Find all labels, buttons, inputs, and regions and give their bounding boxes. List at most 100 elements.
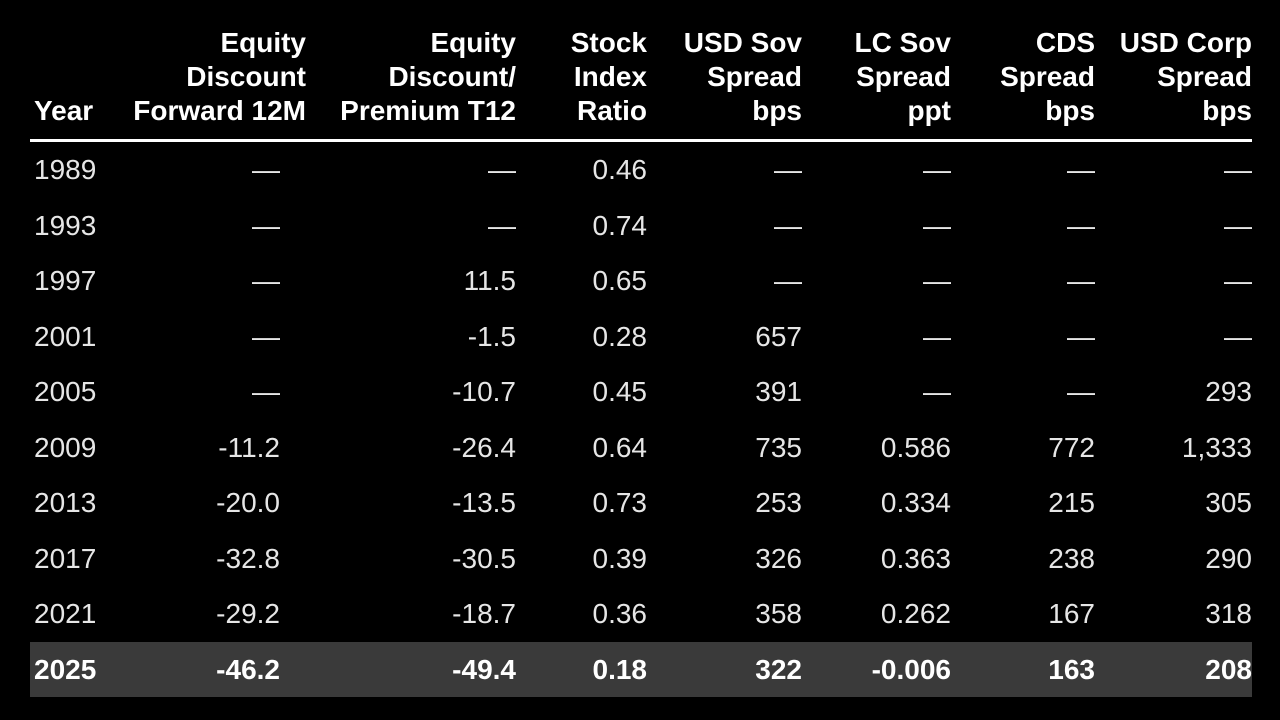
column-header-line: ppt xyxy=(907,95,951,126)
cell-usd_sov: — xyxy=(774,265,802,296)
column-header-eq_t12: Equity Discount/Premium T12 xyxy=(330,20,516,128)
cell-eq_fwd: -11.2 xyxy=(218,432,280,463)
cell-cds: 238 xyxy=(1048,543,1095,574)
column-header-line: Spread xyxy=(1000,61,1095,92)
column-header-line: CDS xyxy=(1035,27,1095,58)
table-row: 1997 — 11.5 0.65 — — — — xyxy=(0,253,1280,308)
column-header-line: Discount xyxy=(186,61,306,92)
column-header-line: Equity xyxy=(220,27,306,58)
cell-usd_sov: 657 xyxy=(755,321,802,352)
header-divider xyxy=(30,139,1252,142)
cell-usd_sov: 322 xyxy=(755,654,802,685)
cell-usd_corp: 1,333 xyxy=(1181,432,1252,463)
cell-stock: 0.64 xyxy=(592,432,648,463)
column-header-line: Equity xyxy=(430,27,516,58)
column-header-line: Index xyxy=(573,61,647,92)
column-header-lc_sov: LC Sov Spread ppt xyxy=(815,20,951,128)
table-row: 2017 -32.8 -30.5 0.39 326 0.363 238 290 xyxy=(0,531,1280,586)
column-header-line: bps xyxy=(752,95,802,126)
cell-eq_t12: -13.5 xyxy=(452,487,516,518)
table-row-highlighted: 2025 -46.2 -49.4 0.18 322 -0.006 163 208 xyxy=(30,642,1252,697)
cell-usd_corp: 318 xyxy=(1205,598,1252,629)
cell-lc_sov: 0.363 xyxy=(880,543,951,574)
column-header-line: USD Sov xyxy=(683,27,802,58)
cell-eq_t12: -26.4 xyxy=(452,432,516,463)
cell-year: 2013 xyxy=(34,487,97,518)
cell-usd_sov: 326 xyxy=(755,543,802,574)
cell-lc_sov: 0.262 xyxy=(880,598,951,629)
cell-lc_sov: -0.006 xyxy=(871,654,951,685)
cell-stock: 0.74 xyxy=(592,210,648,241)
cell-eq_t12: — xyxy=(488,154,516,185)
cell-eq_fwd: — xyxy=(252,265,280,296)
column-header-line: Year xyxy=(34,95,94,126)
cell-lc_sov: — xyxy=(923,376,951,407)
column-header-line: USD Corp xyxy=(1119,27,1252,58)
table-row: 2013 -20.0 -13.5 0.73 253 0.334 215 305 xyxy=(0,475,1280,530)
cell-stock: 0.65 xyxy=(592,265,648,296)
cell-lc_sov: — xyxy=(923,154,951,185)
table-row: 1989 — — 0.46 — — — — xyxy=(0,142,1280,197)
cell-year: 2005 xyxy=(34,376,97,407)
column-header-line: Forward 12M xyxy=(133,95,306,126)
table-row: 2005 — -10.7 0.45 391 — — 293 xyxy=(0,364,1280,419)
cell-eq_t12: -10.7 xyxy=(452,376,516,407)
cell-lc_sov: — xyxy=(923,265,951,296)
cell-usd_sov: — xyxy=(774,154,802,185)
table-row: 1993 — — 0.74 — — — — xyxy=(0,198,1280,253)
cell-lc_sov: 0.334 xyxy=(880,487,951,518)
cell-stock: 0.39 xyxy=(592,543,648,574)
column-header-eq_fwd: Equity Discount Forward 12M xyxy=(116,20,306,128)
cell-eq_fwd: -29.2 xyxy=(216,598,280,629)
column-header-line: bps xyxy=(1045,95,1095,126)
column-header-line: Spread xyxy=(707,61,802,92)
cell-eq_fwd: -46.2 xyxy=(216,654,280,685)
cell-usd_corp: — xyxy=(1224,321,1252,352)
cell-usd_corp: 290 xyxy=(1205,543,1252,574)
cell-cds: — xyxy=(1067,321,1095,352)
cell-stock: 0.45 xyxy=(592,376,648,407)
cell-eq_fwd: — xyxy=(252,210,280,241)
cell-cds: 167 xyxy=(1048,598,1095,629)
cell-usd_sov: — xyxy=(774,210,802,241)
cell-stock: 0.46 xyxy=(592,154,648,185)
cell-eq_t12: -18.7 xyxy=(452,598,516,629)
cell-stock: 0.73 xyxy=(592,487,648,518)
cell-usd_corp: — xyxy=(1224,210,1252,241)
column-header-line: Spread xyxy=(856,61,951,92)
column-header-line: LC Sov xyxy=(854,27,951,58)
cell-eq_t12: -30.5 xyxy=(452,543,516,574)
cell-cds: 215 xyxy=(1048,487,1095,518)
cell-cds: — xyxy=(1067,154,1095,185)
column-header-cds: CDS Spread bps xyxy=(965,20,1095,128)
cell-eq_t12: -1.5 xyxy=(467,321,516,352)
cell-lc_sov: — xyxy=(923,321,951,352)
cell-stock: 0.18 xyxy=(592,654,648,685)
cell-stock: 0.36 xyxy=(592,598,648,629)
column-header-line: Ratio xyxy=(577,95,647,126)
cell-eq_fwd: -20.0 xyxy=(216,487,280,518)
column-header-line: Stock xyxy=(570,27,647,58)
cell-usd_corp: 293 xyxy=(1205,376,1252,407)
cell-lc_sov: 0.586 xyxy=(880,432,951,463)
column-header-stock: Stock Index Ratio xyxy=(530,20,647,128)
cell-usd_corp: — xyxy=(1224,265,1252,296)
cell-cds: — xyxy=(1067,210,1095,241)
cell-cds: — xyxy=(1067,376,1095,407)
column-header-line: Premium T12 xyxy=(340,95,516,126)
cell-usd_corp: 208 xyxy=(1205,654,1252,685)
cell-cds: — xyxy=(1067,265,1095,296)
cell-year: 2025 xyxy=(34,654,97,685)
cell-usd_sov: 253 xyxy=(755,487,802,518)
cell-eq_t12: -49.4 xyxy=(452,654,516,685)
cell-eq_t12: 11.5 xyxy=(463,265,516,296)
column-header-line: Discount/ xyxy=(388,61,516,92)
table-row: 2001 — -1.5 0.28 657 — — — xyxy=(0,309,1280,364)
table-row: 2021 -29.2 -18.7 0.36 358 0.262 167 318 xyxy=(0,586,1280,641)
cell-year: 1993 xyxy=(34,210,97,241)
column-header-year: Year xyxy=(34,20,124,128)
cell-year: 2001 xyxy=(34,321,97,352)
cell-lc_sov: — xyxy=(923,210,951,241)
cell-eq_t12: — xyxy=(488,210,516,241)
